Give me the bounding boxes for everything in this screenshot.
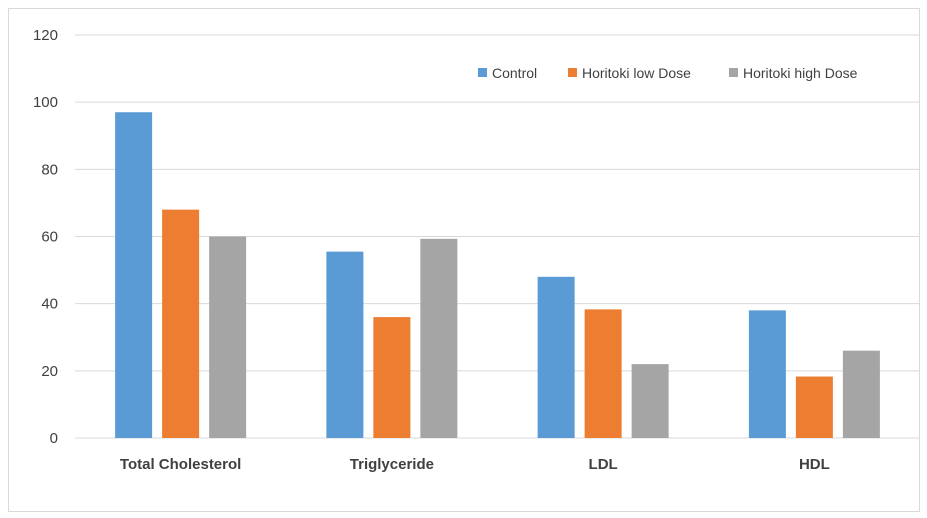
- bar: [631, 364, 669, 438]
- y-tick-label: 40: [41, 296, 58, 313]
- bar: [584, 309, 622, 438]
- bar: [326, 251, 364, 438]
- legend: Control Horitoki low Dose Horitoki high Do…: [478, 65, 858, 81]
- legend-label: Control: [492, 65, 537, 81]
- y-tick-label: 120: [33, 27, 58, 44]
- legend-label: Horitoki high Dose: [743, 65, 858, 81]
- x-category-label: Total Cholesterol: [120, 456, 241, 473]
- x-category-label: LDL: [589, 456, 618, 473]
- bar: [748, 310, 786, 438]
- legend-swatch: [568, 68, 577, 77]
- bar: [209, 236, 247, 438]
- y-tick-label: 80: [41, 161, 58, 178]
- bar: [842, 350, 880, 438]
- bar: [537, 276, 575, 438]
- bar: [162, 209, 200, 438]
- legend-label: Horitoki low Dose: [582, 65, 691, 81]
- bars: [115, 112, 880, 438]
- y-tick-label: 100: [33, 94, 58, 111]
- x-axis-categories: Total Cholesterol Triglyceride LDL HDL: [120, 456, 830, 473]
- bar: [420, 238, 458, 438]
- legend-swatch: [478, 68, 487, 77]
- x-category-label: HDL: [799, 456, 830, 473]
- y-tick-label: 60: [41, 229, 58, 246]
- y-tick-label: 0: [50, 430, 58, 447]
- y-tick-label: 20: [41, 363, 58, 380]
- bar: [373, 317, 411, 438]
- bar: [795, 376, 833, 438]
- legend-swatch: [729, 68, 738, 77]
- y-axis-ticks: 0 20 40 60 80 100 120: [33, 27, 58, 447]
- x-category-label: Triglyceride: [350, 456, 434, 473]
- bar: [115, 112, 153, 438]
- gridlines: [75, 34, 920, 439]
